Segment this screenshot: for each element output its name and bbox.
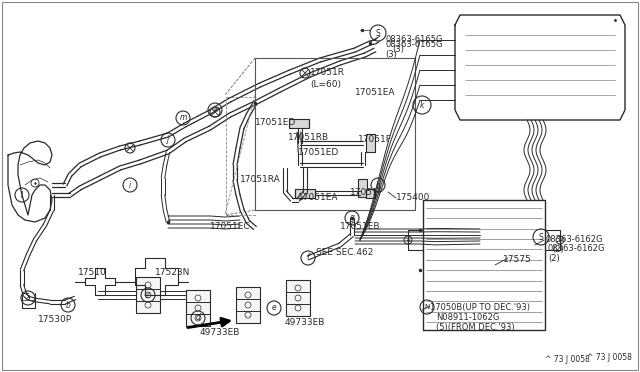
Text: S: S [376, 29, 380, 38]
Bar [136, 277, 160, 313]
Text: 17510: 17510 [78, 268, 107, 277]
Text: 17051F: 17051F [358, 135, 392, 144]
Bar [358, 179, 367, 197]
Bar [366, 189, 375, 198]
Text: k: k [420, 100, 424, 109]
Text: w: w [212, 106, 218, 115]
Bar [186, 290, 210, 326]
Text: (5)(FROM DEC.'93): (5)(FROM DEC.'93) [436, 323, 515, 332]
Text: g: g [349, 214, 355, 222]
Text: 49733EB: 49733EB [285, 318, 325, 327]
Text: N08911-1062G: N08911-1062G [436, 313, 499, 322]
Text: 17051EB: 17051EB [340, 222, 381, 231]
Text: ^ 73 J 0058: ^ 73 J 0058 [587, 353, 632, 362]
Text: e: e [271, 304, 276, 312]
Text: a: a [26, 294, 30, 302]
Text: l: l [21, 190, 23, 199]
Text: 17523N: 17523N [155, 268, 190, 277]
Text: 17051EA: 17051EA [355, 88, 396, 97]
Text: f: f [307, 253, 309, 263]
Bar [366, 134, 375, 152]
Text: h: h [376, 180, 380, 189]
Text: (L=60): (L=60) [310, 80, 341, 89]
Text: 17051F: 17051F [350, 188, 384, 197]
Text: 17051RA: 17051RA [240, 175, 281, 184]
Text: i: i [129, 180, 131, 189]
Bar [289, 119, 309, 128]
Text: c: c [146, 291, 150, 299]
Text: b: b [65, 301, 70, 310]
Text: 08363-6162G: 08363-6162G [545, 235, 602, 244]
Text: (2): (2) [552, 245, 564, 254]
Text: 49733EB: 49733EB [200, 328, 241, 337]
Text: (3): (3) [392, 45, 404, 54]
Text: m: m [179, 113, 187, 122]
Text: 17051EC: 17051EC [210, 222, 251, 231]
Text: SEE SEC.462: SEE SEC.462 [316, 248, 373, 257]
Text: ^ 73 J 0058: ^ 73 J 0058 [545, 355, 590, 364]
Text: 17575: 17575 [503, 255, 532, 264]
Text: 17050B(UP TO DEC.'93): 17050B(UP TO DEC.'93) [430, 303, 530, 312]
Text: 17051ED: 17051ED [255, 118, 296, 127]
Text: 17051R: 17051R [310, 68, 345, 77]
Text: 175400: 175400 [396, 193, 430, 202]
Text: N: N [424, 304, 429, 310]
Text: 17051ED: 17051ED [298, 148, 339, 157]
Bar [236, 287, 260, 323]
Text: 08363-6165G
(3): 08363-6165G (3) [385, 40, 442, 60]
Text: 17051EA: 17051EA [298, 193, 339, 202]
Text: S: S [539, 232, 543, 241]
Text: 08363-6162G
(2): 08363-6162G (2) [548, 244, 605, 263]
Text: 08363-6165G: 08363-6165G [385, 35, 442, 44]
Bar [286, 280, 310, 316]
Text: 17051RB: 17051RB [288, 133, 329, 142]
Text: j: j [167, 135, 169, 144]
Bar [295, 189, 315, 198]
Text: d: d [196, 314, 200, 323]
Text: 17530P: 17530P [38, 315, 72, 324]
